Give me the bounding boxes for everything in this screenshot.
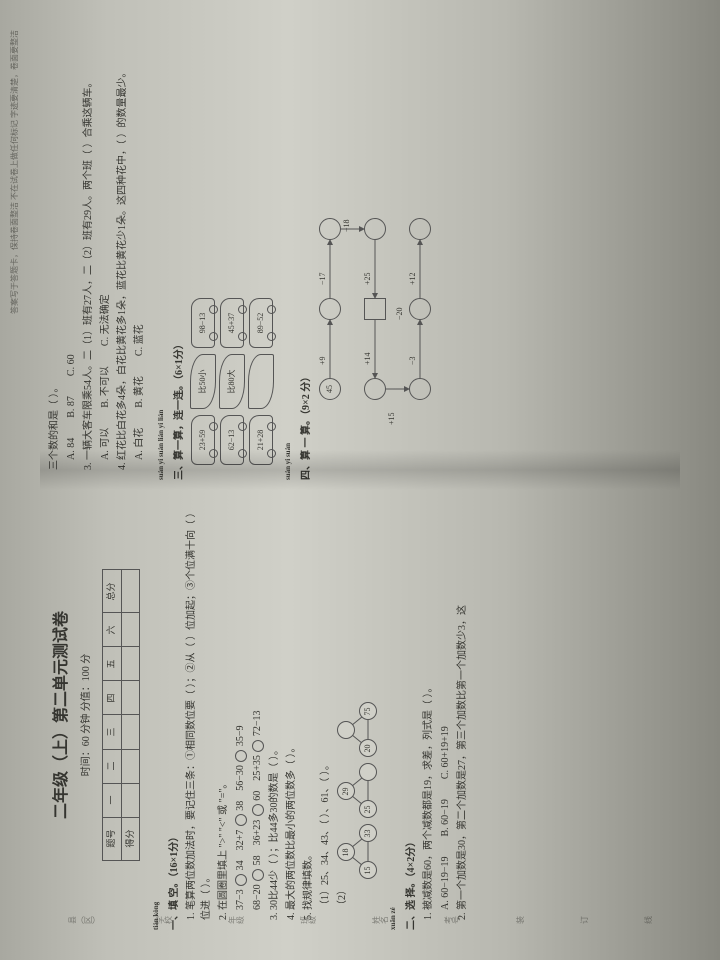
car-icon: 45+37 [220, 298, 244, 348]
flow-label: +12 [407, 272, 419, 285]
flow-label: −20 [394, 307, 406, 320]
section-2-head: 二、选 择。（4×2分） [404, 500, 419, 930]
header-notes: 答案写于答题卡，保持卷面整洁 不在试卷上做任何标记 字迹要清楚，卷面要整洁 [10, 30, 20, 314]
match-row: 21+28 89−52 [248, 50, 274, 465]
q2-1: 1. 被减数是60，两个减数都是19，求差，列式是（ ）。 [421, 500, 436, 920]
binding-margin: 县（区）学校 年级班级 姓名考号 装订 线 [40, 900, 680, 940]
q2-4: 4. 红花比白花多4朵，白花比黄花多1朵，蓝花比黄花少1朵。这四种花中，（ ）的… [115, 50, 130, 470]
q1-4: 4. 最大的两位数比最小的两位数多（ ）。 [284, 500, 299, 920]
leaf-icon [248, 354, 274, 409]
q1-1: 1. 笔算两位数加法时，要记住三条：①相同数位要（ ）；②从（ ）位加起；③个位… [184, 500, 214, 920]
flow-node [319, 298, 341, 320]
q1-3: 3. 30比44少（ ）；比44多30的数是（ ）。 [267, 500, 282, 920]
flow-label: −17 [317, 272, 329, 285]
q2-3: 3. 一辆大客车限乘54人。二（1）班有27人，二（2）班有29人。两个班（ ）… [81, 50, 96, 470]
number-triangle: 181533 [337, 825, 377, 880]
q1-5: 5. 找规律填数。 [301, 500, 316, 920]
leaf-icon: 比80大 [219, 354, 245, 409]
time-score: 时间：60 分钟 分值：100 分 [79, 500, 94, 930]
flow-label: −18 [341, 219, 353, 232]
car-icon: 21+28 [249, 415, 273, 465]
left-page: 二年级（上）第二单元测试卷 时间：60 分钟 分值：100 分 题号一 二三 四… [40, 490, 680, 940]
flow-node [319, 218, 341, 240]
flow-label: +15 [386, 412, 398, 425]
match-row: 23+59 比50小 98−13 [190, 50, 216, 465]
flow-node [409, 298, 431, 320]
car-icon: 98−13 [191, 298, 215, 348]
flow-node [409, 218, 431, 240]
flow-label: +25 [362, 272, 374, 285]
leaf-icon: 比50小 [190, 354, 216, 409]
right-page: 三个数的和是（ ）。 A. 84B. 87C. 60 3. 一辆大客车限乘54人… [40, 40, 680, 490]
flow-label: +14 [362, 352, 374, 365]
flow-node [364, 298, 386, 320]
section-1-head: 一、填 空。（16×1分） [167, 500, 182, 930]
flow-label: +9 [317, 356, 329, 365]
q1-2: 2. 在圆圈里填上 ">" "<" 或 "="。 [216, 500, 231, 920]
flow-node [364, 218, 386, 240]
number-triangle: 2925 [337, 764, 377, 819]
car-icon: 23+59 [191, 415, 215, 465]
flow-node [409, 378, 431, 400]
flow-diagram: 45 +9 −17 −18 +25 +14 +15 −3 −20 +12 [319, 180, 439, 460]
page-title: 二年级（上）第二单元测试卷 [50, 500, 74, 930]
flow-node: 45 [319, 378, 341, 400]
match-row: 62−13 比80大 45+37 [219, 50, 245, 465]
section-4-head: 四、算 一 算。（9×2 分） [299, 50, 314, 480]
number-triangle: 2075 [337, 703, 377, 758]
section-3-head: 三、算一算，连一连。（6×1分） [172, 50, 187, 480]
flow-node [364, 378, 386, 400]
score-table: 题号一 二三 四五 六总分 得分 [102, 569, 140, 860]
car-icon: 89−52 [249, 298, 273, 348]
q2-2: 2. 第一个加数是30，第二个加数是27，第三个加数比第一个加数少3，这 [455, 500, 470, 920]
car-icon: 62−13 [220, 415, 244, 465]
flow-label: −3 [407, 356, 419, 365]
